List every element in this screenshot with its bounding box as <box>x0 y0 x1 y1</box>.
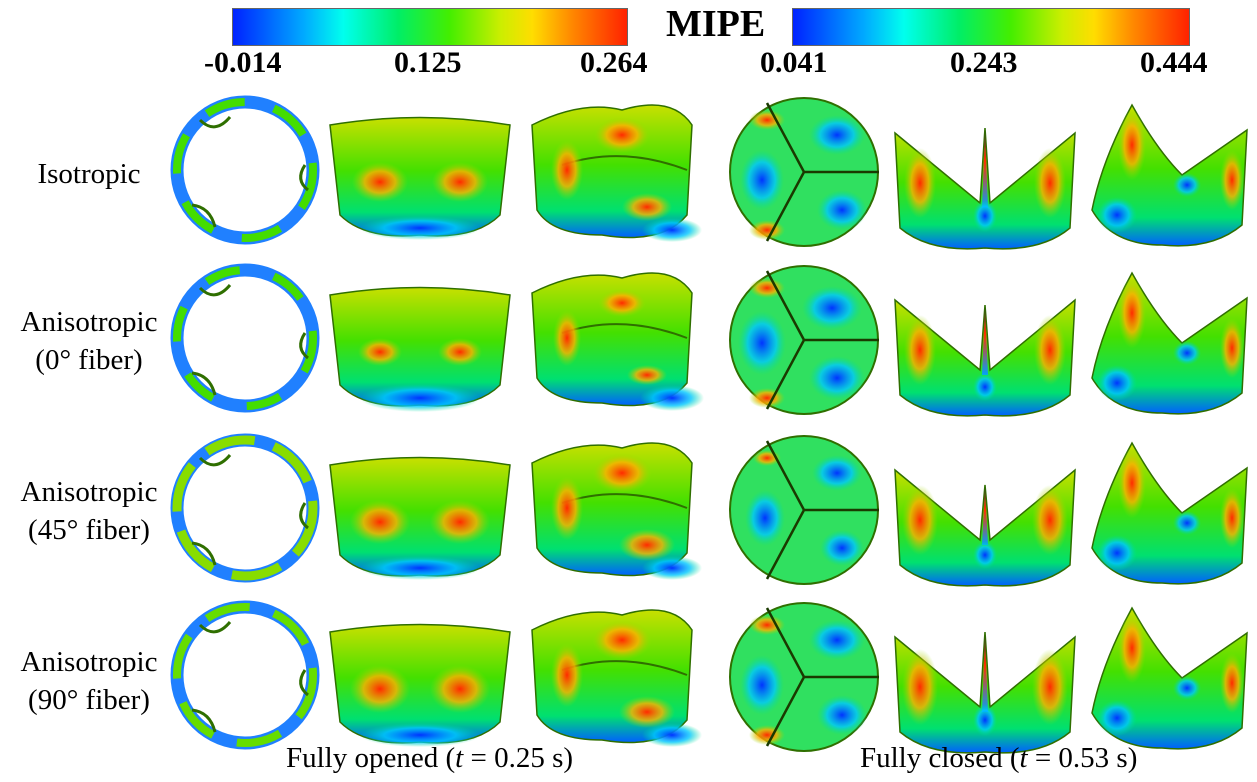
tick-closed-min: 0.041 <box>760 46 828 79</box>
valve-closed-top-view <box>729 265 879 415</box>
caption-fully-opened: Fully opened (t = 0.25 s) <box>286 742 574 774</box>
row-label-isotropic: Isotropic <box>37 158 141 190</box>
tick-opened-mid: 0.125 <box>394 46 462 79</box>
valve-opened-top-view <box>170 95 320 245</box>
valve-closed-oblique-view <box>1091 103 1248 247</box>
valve-opened-side-view <box>329 116 511 240</box>
colorbar-title: MIPE <box>666 3 766 45</box>
valve-opened-oblique-view <box>531 609 702 747</box>
valve-closed-top-view <box>729 602 879 752</box>
valve-closed-top-view <box>729 435 879 585</box>
valve-closed-oblique-view <box>1091 271 1248 415</box>
valve-opened-top-view <box>170 600 320 750</box>
valve-opened-oblique-view <box>531 442 702 580</box>
valve-opened-side-view <box>329 286 511 412</box>
valve-closed-top-view <box>729 97 879 247</box>
row-label-anisotropic-45: Anisotropic (45° fiber) <box>20 476 158 546</box>
valve-closed-oblique-view <box>1091 606 1248 750</box>
valve-closed-side-view <box>894 127 1076 250</box>
tick-closed-mid: 0.243 <box>950 46 1018 79</box>
colorbar-closed <box>792 8 1190 46</box>
caption-fully-closed: Fully closed (t = 0.53 s) <box>860 742 1138 774</box>
tick-opened-max: 0.264 <box>580 46 648 79</box>
colorbar-opened <box>232 8 628 46</box>
valve-opened-top-view <box>170 263 320 413</box>
valve-closed-side-view <box>894 468 1076 587</box>
valve-closed-side-view <box>894 631 1076 754</box>
valve-opened-oblique-view <box>531 104 702 242</box>
valve-opened-side-view <box>329 623 511 747</box>
valve-opened-side-view <box>329 456 511 580</box>
row-label-anisotropic-90: Anisotropic (90° fiber) <box>20 646 158 716</box>
row-label-anisotropic-0: Anisotropic (0° fiber) <box>20 306 158 376</box>
tick-opened-min: -0.014 <box>204 46 282 79</box>
tick-closed-max: 0.444 <box>1140 46 1208 79</box>
valve-closed-oblique-view <box>1091 441 1248 585</box>
valve-opened-top-view <box>170 433 320 583</box>
valve-opened-oblique-view <box>531 272 704 411</box>
valve-closed-side-view <box>894 298 1076 417</box>
